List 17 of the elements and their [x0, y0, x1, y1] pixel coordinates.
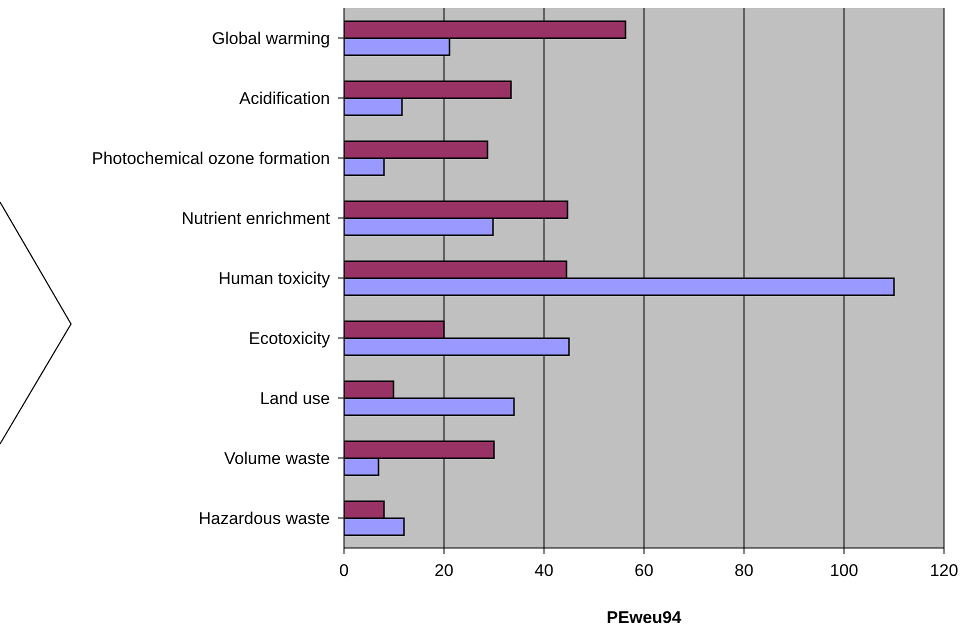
y-tick-label: Acidification	[239, 89, 330, 108]
y-tick-label: Ecotoxicity	[248, 329, 330, 348]
y-tick-label: Hazardous waste	[198, 509, 330, 528]
x-tick-label: 20	[434, 561, 454, 580]
x-tick-label: 40	[534, 561, 554, 580]
x-axis-title: PEweu94	[606, 608, 682, 627]
y-tick-label: Photochemical ozone formation	[92, 149, 330, 168]
x-tick-label: 80	[734, 561, 754, 580]
y-tick-label: Volume waste	[224, 449, 330, 468]
y-tick-label: Nutrient enrichment	[182, 209, 330, 228]
x-tick-label: 120	[930, 561, 958, 580]
x-tick-label: 60	[634, 561, 654, 580]
x-tick-label: 100	[830, 561, 858, 580]
y-tick-label: Land use	[260, 389, 330, 408]
x-tick-label: 0	[339, 561, 349, 580]
y-tick-label: Human toxicity	[218, 269, 330, 288]
y-tick-label: Global warming	[212, 29, 330, 48]
